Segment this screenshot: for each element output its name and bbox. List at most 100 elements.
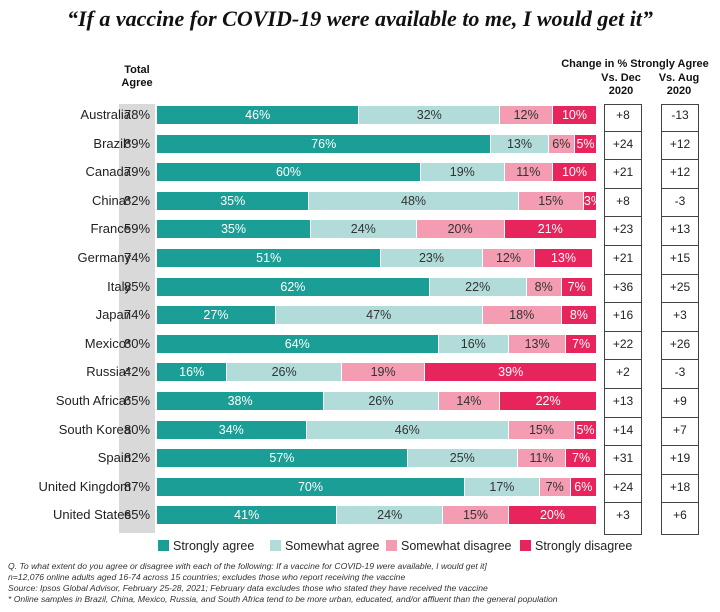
bar-segment-strongly-agree: 62% (157, 277, 430, 296)
bar-segment-somewhat-disagree: 11% (504, 163, 553, 182)
change-vs-dec-value: +21 (604, 162, 642, 184)
total-agree-value: 79% (123, 164, 151, 180)
bar-segment-strongly-disagree: 20% (509, 506, 597, 525)
bar-segment-somewhat-agree: 26% (324, 392, 439, 410)
change-vs-dec-value: +3 (604, 505, 642, 527)
row-divider (661, 359, 699, 361)
change-vs-aug-value: -3 (661, 362, 699, 384)
bar-segment-somewhat-agree: 48% (309, 191, 519, 210)
change-vs-aug-value: -3 (661, 190, 699, 212)
legend-item-somewhat-agree: Somewhat agree (270, 538, 380, 554)
bar-segment-strongly-agree: 70% (157, 477, 465, 496)
change-vs-aug-value: +15 (661, 248, 699, 269)
legend-label: Strongly disagree (535, 539, 633, 553)
bar-segment-strongly-disagree: 21% (504, 220, 597, 239)
bar-segment-strongly-disagree: 3% (583, 191, 602, 210)
change-vs-dec-value: +13 (604, 391, 642, 412)
bar-segment-strongly-disagree: 7% (561, 277, 593, 296)
bar-segment-strongly-agree: 51% (157, 249, 382, 267)
country-label: China* (91, 192, 131, 208)
country-label: Germany (77, 250, 131, 265)
bar-segment-strongly-agree: 64% (157, 334, 439, 353)
bar-segment-somewhat-agree: 17% (465, 477, 540, 496)
total-agree-value: 80% (123, 335, 151, 351)
country-label: Australia (80, 107, 131, 122)
bar-segment-somewhat-agree: 26% (227, 363, 342, 382)
vs-aug-header: Vs. Aug 2020 (658, 72, 700, 97)
bar-segment-strongly-disagree: 5% (575, 420, 597, 439)
bar-segment-somewhat-agree: 46% (306, 420, 509, 439)
country-label: Japan (95, 307, 131, 323)
bar-segment-strongly-agree: 60% (157, 163, 421, 182)
total-agree-value: 89% (123, 135, 151, 151)
bar-segment-strongly-agree: 16% (157, 363, 228, 382)
legend-label: Somewhat disagree (401, 539, 512, 553)
bar-segment-strongly-disagree: 39% (425, 363, 597, 382)
total-agree-value: 65% (123, 393, 151, 408)
bar-segment-somewhat-disagree: 14% (438, 392, 501, 410)
bar-segment-strongly-disagree: 7% (566, 334, 597, 353)
country-label: United Kingdom (38, 478, 132, 494)
legend-swatch (158, 540, 169, 551)
country-label: Russia* (86, 364, 131, 380)
row-divider (661, 473, 699, 475)
row-divider (604, 416, 642, 418)
row-divider (604, 187, 642, 189)
row-divider (604, 473, 642, 475)
change-vs-dec-value: +23 (604, 219, 642, 241)
bar-segment-strongly-disagree: 13% (535, 249, 593, 267)
bar-segment-somewhat-agree: 32% (359, 106, 501, 124)
row-divider (604, 502, 642, 504)
bar-segment-strongly-agree: 27% (157, 306, 276, 325)
total-agree-strip (119, 104, 155, 533)
country-label: South Africa* (55, 393, 131, 408)
change-vs-dec-value: +21 (604, 248, 642, 269)
legend-swatch (386, 540, 397, 551)
bar-segment-somewhat-agree: 19% (421, 163, 505, 182)
change-vs-aug-value: +9 (661, 391, 699, 412)
bar-segment-somewhat-disagree: 13% (509, 334, 567, 353)
bar-segment-strongly-agree: 76% (157, 134, 492, 153)
legend-item-strongly-disagree: Strongly disagree (520, 538, 632, 554)
change-vs-dec-value: +16 (604, 305, 642, 327)
footnote-online-samples: * Online samples in Brazil, China, Mexic… (8, 594, 558, 604)
bar-segment-strongly-disagree: 10% (553, 106, 597, 124)
bar-segment-strongly-agree: 35% (157, 220, 311, 239)
bar-segment-somewhat-agree: 47% (275, 306, 483, 325)
row-divider (661, 245, 699, 246)
footnote-question: Q. To what extent do you agree or disagr… (8, 561, 487, 571)
bar-segment-somewhat-agree: 25% (407, 449, 518, 468)
bar-segment-somewhat-agree: 22% (429, 277, 527, 296)
bar-segment-somewhat-disagree: 12% (500, 106, 553, 124)
change-vs-dec-value: +2 (604, 362, 642, 384)
legend-label: Strongly agree (173, 539, 255, 553)
row-divider (604, 388, 642, 389)
row-divider (604, 216, 642, 218)
bar-segment-somewhat-agree: 16% (438, 334, 509, 353)
row-divider (661, 388, 699, 389)
row-divider (661, 445, 699, 447)
row-divider (661, 216, 699, 218)
bar-segment-somewhat-disagree: 6% (548, 134, 575, 153)
bar-segment-strongly-disagree: 6% (570, 477, 597, 496)
chart-title: “If a vaccine for COVID-19 were availabl… (67, 6, 653, 31)
total-agree-value: 80% (123, 421, 151, 437)
bar-segment-strongly-agree: 38% (157, 392, 325, 410)
total-agree-value: 87% (123, 478, 151, 494)
row-divider (604, 159, 642, 161)
bar-segment-strongly-agree: 34% (157, 420, 307, 439)
bar-segment-strongly-disagree: 10% (553, 163, 597, 182)
legend: Strongly agree Somewhat agree Somewhat d… (158, 538, 632, 554)
legend-swatch (270, 540, 281, 551)
country-label: Italy (107, 278, 131, 294)
row-divider (661, 273, 699, 275)
change-vs-aug-value: +12 (661, 133, 699, 155)
change-vs-aug-value: +13 (661, 219, 699, 241)
row-divider (604, 302, 642, 304)
total-agree-value: 74% (123, 250, 151, 265)
row-divider (604, 130, 642, 132)
change-vs-dec-value: +22 (604, 333, 642, 355)
row-divider (604, 445, 642, 447)
total-agree-value: 42% (123, 364, 151, 380)
total-agree-value: 74% (123, 307, 151, 323)
